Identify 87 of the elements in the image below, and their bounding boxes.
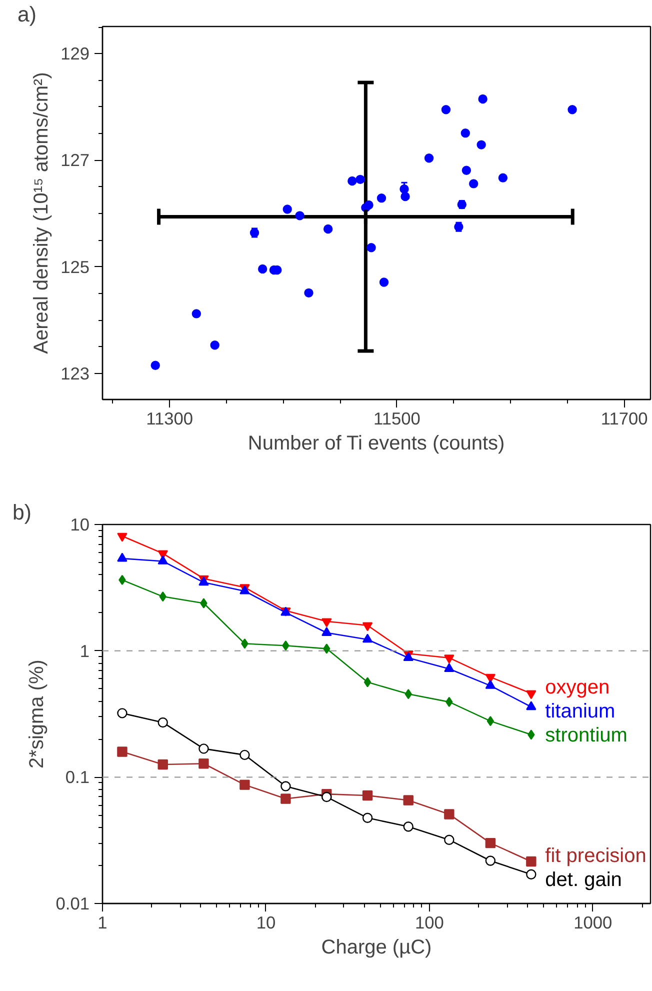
point: [444, 654, 454, 664]
point: [486, 716, 494, 726]
point: [240, 750, 250, 760]
point: [403, 795, 414, 806]
point: [158, 717, 168, 728]
point: [323, 644, 330, 654]
point: [322, 618, 332, 628]
point: [526, 869, 536, 880]
point: [280, 781, 291, 792]
point: [241, 638, 248, 649]
point: [526, 701, 536, 710]
series-label: det. gain: [545, 868, 622, 891]
series-label: oxygen: [545, 676, 610, 699]
point: [117, 746, 128, 757]
series-label: titanium: [545, 700, 616, 723]
point: [200, 598, 208, 608]
point: [304, 288, 314, 298]
point: [282, 640, 290, 651]
x-tick-label: 1000: [574, 912, 612, 932]
point: [348, 176, 357, 186]
point: [322, 792, 332, 802]
point: [403, 822, 414, 832]
point: [192, 309, 202, 318]
point: [400, 184, 409, 194]
point: [400, 192, 410, 202]
point: [117, 708, 128, 718]
point: [280, 794, 291, 804]
point: [150, 360, 160, 370]
point: [295, 211, 304, 220]
point: [379, 278, 389, 287]
point: [117, 532, 128, 542]
x-axis-title: Number of Ti events (counts): [248, 432, 505, 454]
y-tick-label: 123: [60, 363, 90, 384]
point: [240, 780, 250, 790]
point: [198, 744, 209, 754]
y-tick-label: 0.01: [56, 894, 90, 914]
y-tick-label: 125: [60, 256, 90, 277]
x-tick-label: 11300: [146, 408, 194, 428]
text: b): [12, 500, 32, 524]
point: [364, 200, 374, 210]
x-tick-label: 100: [414, 912, 444, 932]
point: [424, 154, 434, 163]
point: [323, 224, 333, 234]
text: a): [18, 2, 36, 26]
y-tick-label: 127: [60, 150, 90, 170]
point: [282, 204, 292, 214]
point: [376, 193, 386, 203]
point: [476, 140, 486, 150]
x-axis-title: Charge (µC): [321, 936, 432, 958]
y-tick-label: 1: [80, 640, 90, 661]
x-tick-label: 11500: [374, 408, 420, 428]
y-tick-label: 0.1: [65, 767, 90, 788]
point: [441, 105, 451, 114]
series-label: fit precision: [545, 844, 646, 867]
point: [485, 838, 496, 848]
point: [258, 264, 268, 274]
point: [526, 856, 536, 867]
point: [460, 128, 470, 138]
y-tick-label: 129: [60, 44, 90, 64]
y-axis-title: Aereal density (10¹⁵ atoms/cm²): [30, 72, 53, 354]
point: [526, 690, 536, 700]
x-tick-label: 11700: [600, 408, 648, 428]
point: [462, 166, 472, 175]
point: [485, 674, 496, 683]
point: [362, 622, 373, 632]
point: [468, 179, 478, 188]
y-axis-title: 2*sigma (%): [26, 660, 48, 768]
y-tick-label: 10: [70, 514, 90, 534]
point: [356, 174, 365, 184]
point: [498, 173, 508, 182]
series-label: strontium: [545, 724, 628, 747]
point: [444, 809, 454, 820]
point: [364, 677, 372, 688]
point: [568, 105, 577, 114]
point: [478, 94, 488, 104]
point: [362, 790, 373, 801]
point: [198, 758, 209, 769]
x-tick-label: 10: [256, 912, 276, 932]
point: [444, 663, 454, 672]
point: [528, 730, 535, 740]
point: [362, 812, 373, 823]
point: [210, 340, 220, 350]
point: [485, 856, 496, 866]
point: [158, 759, 168, 770]
point: [366, 243, 376, 252]
x-tick-label: 1: [98, 912, 108, 932]
point: [444, 834, 454, 845]
